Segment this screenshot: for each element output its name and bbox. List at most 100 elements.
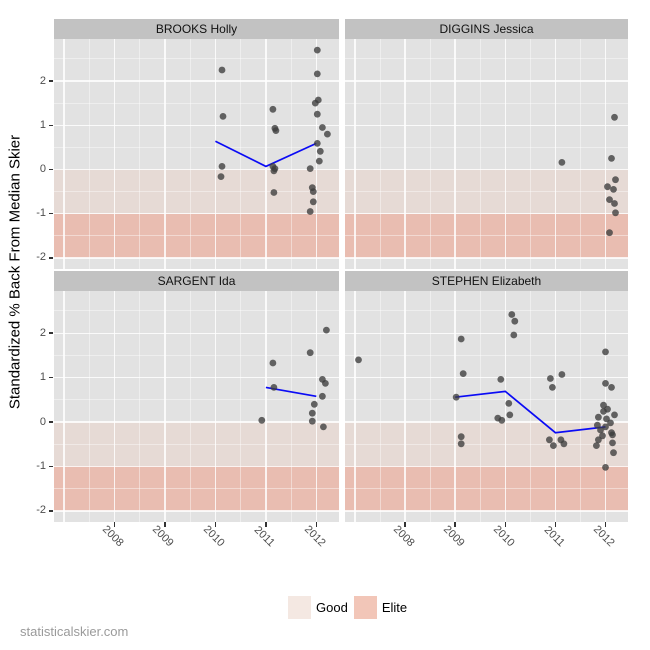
gridline-minor <box>54 354 339 356</box>
data-point <box>324 130 331 138</box>
gridline-major <box>63 291 65 522</box>
data-point <box>602 423 609 431</box>
data-point <box>604 183 611 191</box>
x-tick-label-text: 2009 <box>150 523 177 550</box>
data-point <box>546 436 553 444</box>
data-point <box>309 198 317 206</box>
data-point <box>319 124 326 131</box>
y-tick-mark <box>49 465 53 468</box>
gridline-minor <box>379 39 381 269</box>
data-point <box>219 113 227 120</box>
x-tick-label-text: 2010 <box>200 523 227 550</box>
gridline-minor <box>345 488 628 490</box>
band-elite <box>345 213 628 258</box>
gridline-minor <box>88 291 90 522</box>
gridline-minor <box>54 443 339 445</box>
gridline-minor <box>88 39 90 269</box>
data-point <box>593 442 600 449</box>
y-tick-label: -1 <box>36 459 46 472</box>
data-point <box>508 311 516 318</box>
x-tick-mark <box>504 522 507 527</box>
data-point <box>595 436 602 444</box>
data-point <box>313 46 321 54</box>
gridline-major <box>214 291 217 522</box>
gridline-minor <box>345 443 628 445</box>
trend-line <box>215 140 317 168</box>
facet-strip-stephen-elizabeth: STEPHEN Elizabeth <box>345 271 628 291</box>
gridline-major <box>54 465 339 468</box>
data-point <box>602 464 609 471</box>
gridline-minor <box>379 291 381 522</box>
data-point <box>606 196 613 204</box>
gridline-minor <box>345 354 628 356</box>
x-tick-label-text: 2008 <box>390 523 417 550</box>
facet-strip-diggins-jessica: DIGGINS Jessica <box>345 19 628 39</box>
gridline-minor <box>54 146 339 148</box>
data-point <box>558 159 566 166</box>
y-axis-title: Standardized % Back From Median Skier <box>6 134 24 410</box>
y-tick-mark <box>49 421 53 423</box>
data-point <box>319 392 326 400</box>
data-point <box>323 326 330 334</box>
y-tick-mark <box>49 168 53 171</box>
data-point <box>597 426 604 434</box>
data-point <box>558 371 566 378</box>
gridline-major <box>454 39 456 269</box>
y-tick-label: -2 <box>36 251 46 264</box>
gridline-minor <box>529 39 531 269</box>
gridline-minor <box>429 39 431 269</box>
data-point <box>313 140 321 147</box>
facet-points-svg <box>558 113 619 237</box>
gridline-minor <box>240 291 242 522</box>
y-tick-label: -1 <box>36 207 46 220</box>
data-point <box>258 416 266 424</box>
x-tick-label-text: 2011 <box>541 524 567 550</box>
y-tick-mark <box>49 376 53 379</box>
data-point <box>611 200 618 207</box>
y-tick-label: -2 <box>36 504 46 517</box>
data-point <box>609 439 616 447</box>
facet-panel-stephen-elizabeth <box>345 291 628 522</box>
x-tick-mark <box>113 522 116 527</box>
band-elite <box>54 213 339 258</box>
data-point <box>459 370 467 377</box>
gridline-major <box>345 465 628 468</box>
data-point <box>608 155 615 162</box>
data-point <box>547 375 554 382</box>
data-point <box>457 440 465 448</box>
y-tick-label: 1 <box>39 118 46 131</box>
gridline-minor <box>290 291 292 522</box>
gridline-major <box>554 291 557 522</box>
gridline-major <box>54 124 339 126</box>
facet-title: STEPHEN Elizabeth <box>431 274 542 288</box>
data-point <box>511 317 519 325</box>
gridline-minor <box>54 310 339 312</box>
gridline-major <box>354 291 356 522</box>
data-point <box>355 356 362 364</box>
gridline-minor <box>479 39 481 269</box>
gridline-minor <box>345 58 628 60</box>
gridline-major <box>504 39 506 269</box>
y-tick-mark <box>49 80 53 82</box>
data-point <box>607 419 614 427</box>
gridline-minor <box>54 58 339 60</box>
facet-strip-sargent-ida: SARGENT Ida <box>54 271 339 291</box>
gridline-major <box>345 257 628 259</box>
gridline-minor <box>345 399 628 401</box>
data-point <box>218 66 226 74</box>
watermark: statisticalskier.com <box>20 624 129 639</box>
data-point <box>608 384 615 391</box>
data-point <box>612 176 619 184</box>
gridline-major <box>54 168 339 171</box>
x-tick-mark <box>265 522 267 527</box>
gridline-minor <box>54 235 339 237</box>
gridline-major <box>345 421 628 423</box>
data-point <box>218 163 226 170</box>
data-point <box>269 105 277 113</box>
data-point <box>311 99 319 107</box>
data-point <box>320 423 327 431</box>
band-elite <box>345 466 628 511</box>
data-point <box>606 229 613 237</box>
gridline-major <box>354 39 356 269</box>
legend: Good Elite <box>288 596 413 619</box>
